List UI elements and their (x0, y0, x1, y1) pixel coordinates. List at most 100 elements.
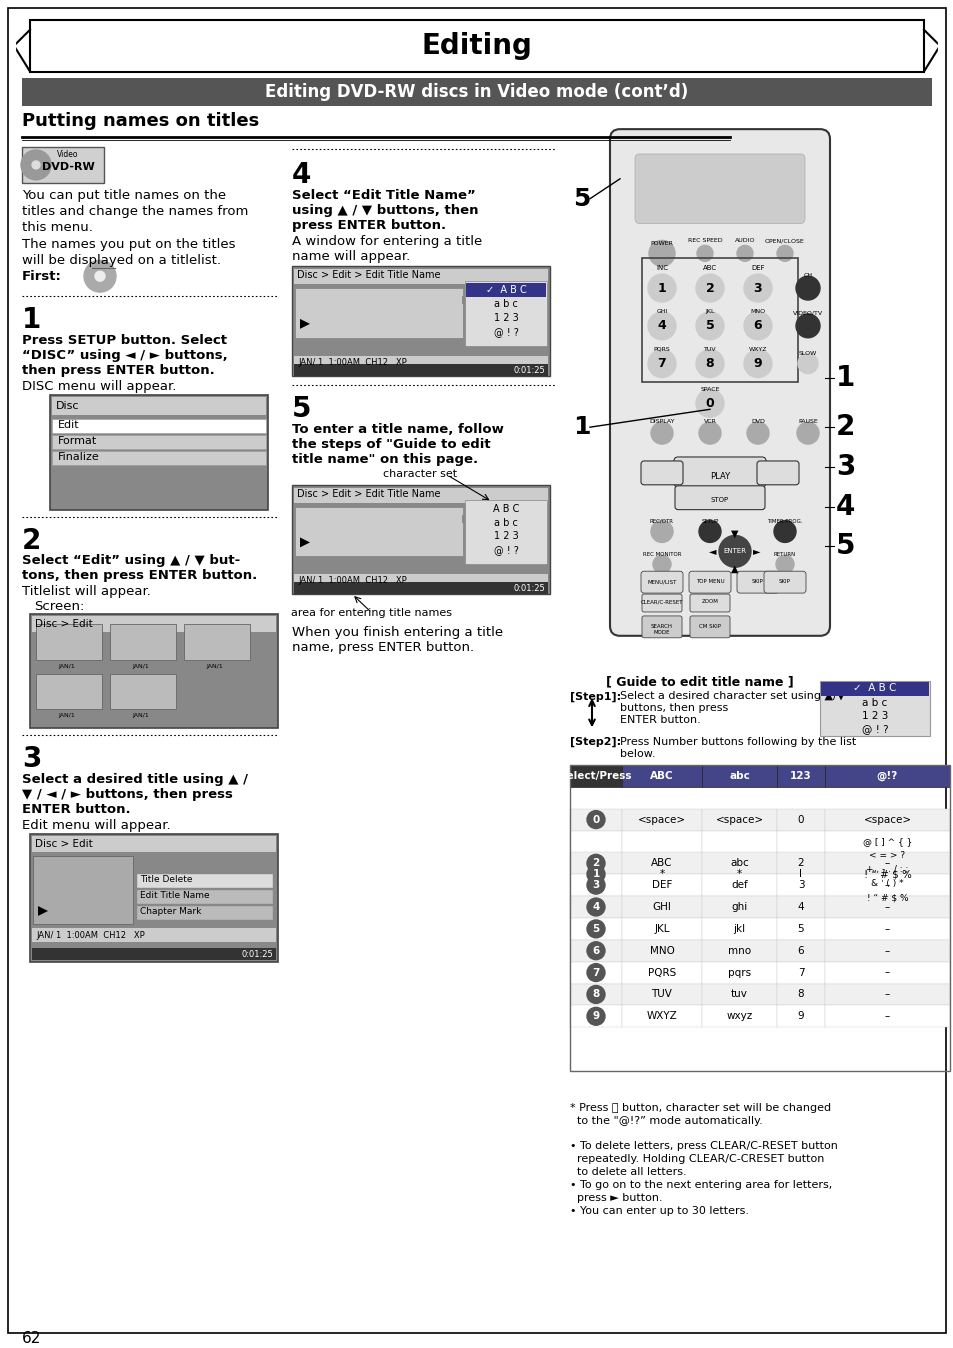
Text: DVD: DVD (750, 419, 764, 425)
Text: “DISC” using ◄ / ► buttons,: “DISC” using ◄ / ► buttons, (22, 349, 228, 361)
Text: 1: 1 (835, 364, 854, 391)
Circle shape (796, 422, 818, 443)
Bar (569, 961, 621, 984)
Bar (30, 834, 277, 961)
Text: 0:01:25: 0:01:25 (241, 950, 273, 958)
Bar (294, 270, 547, 284)
Bar (776, 984, 824, 1006)
Text: ! “ # $ %: ! “ # $ % (862, 869, 910, 879)
Bar (776, 764, 824, 787)
Text: DISC menu will appear.: DISC menu will appear. (22, 380, 176, 394)
Circle shape (586, 919, 604, 938)
Text: –: – (884, 880, 889, 890)
Bar (36, 624, 102, 659)
Bar (821, 682, 928, 697)
Bar (621, 961, 701, 984)
Circle shape (775, 555, 793, 573)
Text: 1 2 3: 1 2 3 (861, 712, 887, 721)
Text: 1: 1 (573, 415, 590, 439)
Bar (824, 809, 949, 830)
Text: 6: 6 (592, 946, 599, 956)
Text: TUV: TUV (651, 989, 672, 999)
Text: JAN/1: JAN/1 (207, 663, 227, 669)
Text: 5: 5 (592, 923, 599, 934)
Bar (30, 20, 923, 71)
Text: 0:01:25: 0:01:25 (513, 584, 544, 593)
Bar (569, 809, 621, 830)
Circle shape (652, 555, 670, 573)
Bar (621, 1006, 701, 1027)
Bar (464, 500, 546, 565)
Bar (824, 875, 949, 896)
Circle shape (586, 964, 604, 981)
Text: below.: below. (619, 749, 655, 759)
Text: 62: 62 (22, 1332, 41, 1347)
Text: PQRS: PQRS (647, 968, 676, 977)
Text: Chapter Mark: Chapter Mark (140, 907, 201, 917)
Bar (621, 764, 701, 787)
Text: 7: 7 (657, 357, 666, 371)
Text: < = > ?: < = > ? (868, 852, 904, 860)
Text: POWER: POWER (650, 241, 673, 247)
Bar (294, 582, 547, 594)
Text: ►: ► (753, 546, 760, 557)
Text: INC: INC (656, 266, 667, 271)
Text: JAN/1: JAN/1 (58, 663, 79, 669)
Bar (621, 918, 701, 940)
Circle shape (719, 535, 750, 568)
Text: Edit menu will appear.: Edit menu will appear. (22, 818, 171, 832)
Circle shape (648, 240, 675, 267)
Bar (52, 452, 266, 465)
Text: 6: 6 (753, 319, 761, 333)
Text: wxyz: wxyz (725, 1011, 752, 1022)
Text: OPEN/CLOSE: OPEN/CLOSE (764, 239, 804, 244)
Text: ! “ # $ %: ! “ # $ % (865, 894, 907, 902)
Bar (569, 852, 621, 875)
Text: 5: 5 (573, 186, 590, 210)
Text: Title Delete: Title Delete (140, 875, 193, 884)
Circle shape (647, 274, 676, 302)
Text: TOP MENU: TOP MENU (695, 580, 723, 584)
Bar (776, 940, 824, 961)
Text: ✓  A B C: ✓ A B C (485, 286, 526, 295)
Bar (461, 515, 472, 523)
Text: character set: character set (382, 469, 456, 479)
Bar (569, 764, 621, 787)
Text: ENTER button.: ENTER button. (22, 802, 131, 816)
Text: REC MONITOR: REC MONITOR (642, 553, 680, 557)
Text: Screen:: Screen: (34, 600, 84, 613)
Text: Titlelist will appear.: Titlelist will appear. (22, 585, 151, 599)
Text: 4: 4 (835, 492, 855, 520)
Text: 8: 8 (705, 357, 714, 371)
FancyBboxPatch shape (737, 572, 779, 593)
Text: JKL: JKL (654, 923, 669, 934)
Text: PQRS: PQRS (653, 346, 670, 352)
Bar (22, 78, 931, 106)
Text: [Step1]:: [Step1]: (569, 692, 620, 702)
Text: 9: 9 (753, 357, 761, 371)
Circle shape (696, 311, 723, 340)
Text: –: – (884, 946, 889, 956)
Text: ENTER button.: ENTER button. (619, 716, 700, 725)
Text: 9: 9 (797, 1011, 803, 1022)
Bar (137, 875, 273, 888)
Text: REC SPEED: REC SPEED (687, 239, 721, 244)
Text: TIMER PROG.: TIMER PROG. (766, 519, 802, 523)
Circle shape (696, 349, 723, 377)
Text: AUDIO: AUDIO (734, 239, 755, 244)
Text: will be displayed on a titlelist.: will be displayed on a titlelist. (22, 255, 221, 267)
Text: ✓  A B C: ✓ A B C (852, 683, 896, 693)
Circle shape (647, 349, 676, 377)
Bar (294, 574, 547, 590)
Text: <space>: <space> (862, 814, 911, 825)
Text: Editing DVD-RW discs in Video mode (cont’d): Editing DVD-RW discs in Video mode (cont… (265, 84, 688, 101)
Text: then press ENTER button.: then press ENTER button. (22, 364, 214, 376)
Bar (137, 906, 273, 919)
Text: ▼ / ◄ / ► buttons, then press: ▼ / ◄ / ► buttons, then press (22, 787, 233, 801)
Text: REC/OTR: REC/OTR (649, 519, 673, 523)
Circle shape (795, 276, 820, 301)
Bar (701, 764, 776, 787)
Bar (292, 267, 550, 376)
Circle shape (699, 520, 720, 542)
FancyBboxPatch shape (757, 461, 799, 485)
